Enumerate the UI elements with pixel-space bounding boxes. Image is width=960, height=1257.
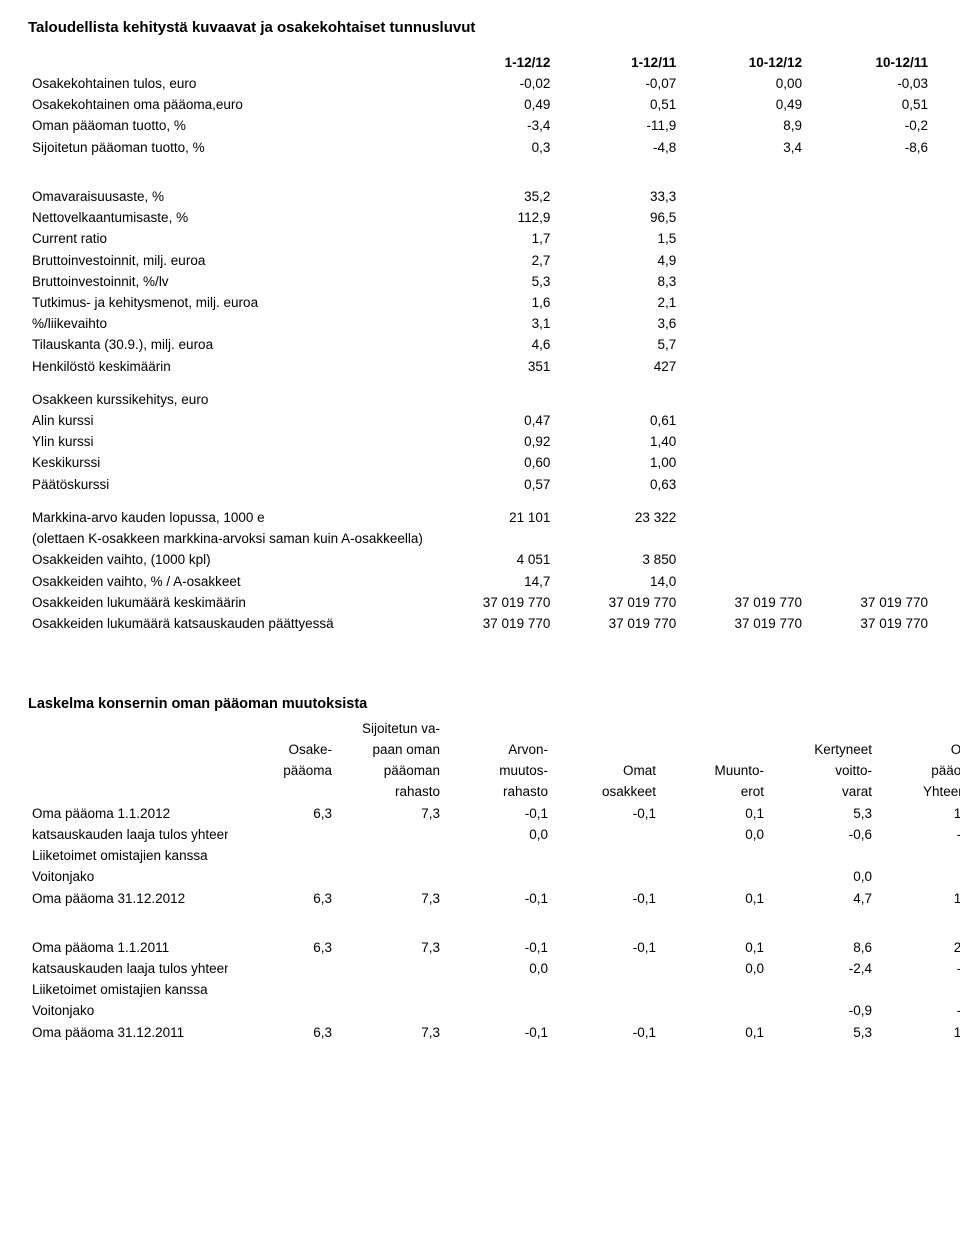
mv-note-row: (olettaen K-osakkeen markkina-arvoksi sa… [28,529,932,550]
table-row: katsauskauden laaja tulos yhteensä0,00,0… [28,824,960,845]
table-row: Päätöskurssi0,570,63 [28,474,932,495]
equity-header-row: pääomapääomanmuutos-OmatMuunto-voitto-pä… [28,761,960,782]
table-row: katsauskauden laaja tulos yhteensä0,00,0… [28,958,960,979]
period-header-row: 1-12/12 1-12/11 10-12/12 10-12/11 [28,52,932,73]
table-row: Oma pääoma 31.12.20116,37,3-0,1-0,10,15,… [28,1022,960,1043]
indicators-table: 1-12/12 1-12/11 10-12/12 10-12/11 Osakek… [28,52,932,634]
table-row: Osakkeiden vaihto, % / A-osakkeet14,714,… [28,571,932,592]
table-row: Current ratio1,71,5 [28,229,932,250]
table-row: Oman pääoman tuotto, %-3,4-11,98,9-0,2 [28,116,932,137]
equity-title: Laskelma konsernin oman pääoman muutoksi… [28,695,932,715]
table-row: Markkina-arvo kauden lopussa, 1000 e21 1… [28,507,932,528]
table-row: %/liikevaihto3,13,6 [28,314,932,335]
table-row: Bruttoinvestoinnit, %/lv5,38,3 [28,271,932,292]
table-row: Osakkeiden lukumäärä keskimäärin37 019 7… [28,592,932,613]
table-row: Omavaraisuusaste, %35,233,3 [28,186,932,207]
table-row: Voitonjako0,00,0 [28,867,960,888]
period-col: 10-12/12 [680,52,806,73]
table-row: Osakekohtainen tulos, euro-0,02-0,070,00… [28,73,932,94]
table-row: Henkilöstö keskimäärin351427 [28,356,932,377]
table-row: Osakkeiden vaihto, (1000 kpl)4 0513 850 [28,550,932,571]
table-row: Nettovelkaantumisaste, %112,996,5 [28,208,932,229]
table-row: Sijoitetun pääoman tuotto, %0,3-4,83,4-8… [28,137,932,158]
table-row: Bruttoinvestoinnit, milj. euroa2,74,9 [28,250,932,271]
period-col: 1-12/11 [554,52,680,73]
table-row: Oma pääoma 31.12.20126,37,3-0,1-0,10,14,… [28,888,960,909]
table-row: Osakkeiden lukumäärä katsauskauden päätt… [28,614,932,635]
table-row: Liiketoimet omistajien kanssa [28,846,960,867]
period-col: 1-12/12 [429,52,555,73]
stock-section-header: Osakkeen kurssikehitys, euro [28,389,932,410]
table-row: Osakekohtainen oma pääoma,euro0,490,510,… [28,95,932,116]
table-row: Alin kurssi0,470,61 [28,411,932,432]
table-row: Keskikurssi0,601,00 [28,453,932,474]
equity-header-row: rahastorahastoosakkeeterotvaratYhteensä [28,782,960,803]
table-row: Liiketoimet omistajien kanssa [28,980,960,1001]
page-title: Taloudellista kehitystä kuvaavat ja osak… [28,18,932,38]
table-row: Ylin kurssi0,921,40 [28,432,932,453]
period-col: 10-12/11 [806,52,932,73]
equity-header-row: Osake-paan omanArvon-KertyneetOma [28,740,960,761]
equity-table: Sijoitetun va- Osake-paan omanArvon-Kert… [28,718,960,1043]
table-row: Voitonjako-0,9-0,9 [28,1001,960,1022]
table-row: Tutkimus- ja kehitysmenot, milj. euroa1,… [28,292,932,313]
table-row: Oma pääoma 1.1.20116,37,3-0,1-0,10,18,62… [28,937,960,958]
table-row: Oma pääoma 1.1.20126,37,3-0,1-0,10,15,31… [28,803,960,824]
equity-header-row: Sijoitetun va- [28,718,960,739]
table-row: Tilauskanta (30.9.), milj. euroa4,65,7 [28,335,932,356]
